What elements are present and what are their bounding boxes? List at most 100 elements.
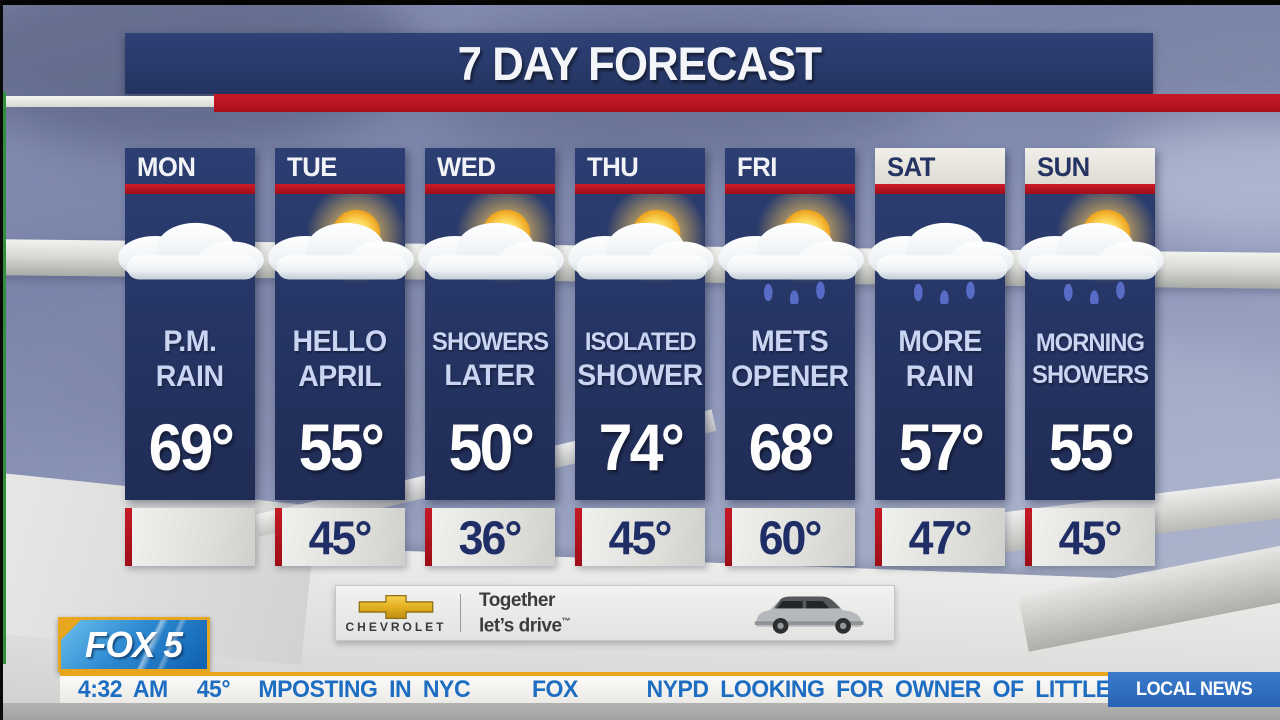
forecast-day-column: TUE HELLO APRIL 55° 45°: [268, 148, 414, 566]
condition-text: SHOWERS LATER: [425, 304, 555, 414]
day-header-red-bar: [275, 184, 405, 194]
weather-icon: [418, 194, 564, 304]
weather-icon: [118, 194, 264, 304]
condition-line: MORE: [898, 325, 982, 358]
day-name-label: SUN: [1037, 152, 1090, 182]
day-header: THU: [575, 148, 705, 184]
high-temperature: 50°: [448, 410, 534, 484]
low-temperature: 60°: [759, 510, 823, 564]
day-name-label: TUE: [287, 152, 337, 182]
low-temperature: 45°: [609, 510, 673, 564]
condition-text: ISOLATED SHOWER: [575, 304, 705, 414]
frame-edge-left: [0, 0, 3, 720]
forecast-columns: MON P.M. RAIN 69° TUE HELLO APRIL 55°: [118, 148, 1164, 566]
ticker-time: 4:32 AM: [77, 675, 168, 703]
low-temperature: 45°: [1059, 510, 1123, 564]
weather-icon: [568, 194, 714, 304]
banner-divider: [460, 594, 461, 632]
forecast-day-column: WED SHOWERS LATER 50° 36°: [418, 148, 564, 566]
condition-text: P.M. RAIN: [125, 304, 255, 414]
accent-stripe-white: [0, 96, 214, 107]
chevrolet-bowtie-icon: [358, 594, 434, 620]
day-header: SUN: [1025, 148, 1155, 184]
condition-text: HELLO APRIL: [275, 304, 405, 414]
day-header-red-bar: [875, 184, 1005, 194]
high-temperature: 57°: [898, 410, 984, 484]
condition-line: RAIN: [156, 360, 224, 393]
forecast-day-column: SAT MORE RAIN 57° 47°: [868, 148, 1014, 566]
condition-text: METS OPENER: [725, 304, 855, 414]
forecast-day-column: FRI METS OPENER 68° 60°: [718, 148, 864, 566]
condition-line: MORNING: [1035, 329, 1145, 357]
high-temperature: 55°: [1048, 410, 1134, 484]
day-name-label: FRI: [737, 152, 777, 182]
day-panel: FRI METS OPENER 68°: [718, 148, 864, 500]
low-temperature-box: 36°: [425, 508, 555, 566]
low-temperature-box: 45°: [275, 508, 405, 566]
frame-edge-green: [3, 92, 6, 664]
chevrolet-logo: CHEVROLET: [336, 592, 456, 634]
condition-line: HELLO: [292, 325, 388, 358]
day-header: WED: [425, 148, 555, 184]
weather-icon: [868, 194, 1014, 304]
ticker-temperature: 45°: [196, 675, 230, 703]
day-name-label: THU: [587, 152, 639, 182]
weather-icon: [1018, 194, 1164, 304]
low-temperature-box: [125, 508, 255, 566]
day-header: TUE: [275, 148, 405, 184]
fox-network-logo: FOX: [531, 675, 578, 703]
day-header: FRI: [725, 148, 855, 184]
high-temperature: 74°: [598, 410, 684, 484]
accent-stripe-red: [214, 94, 1280, 112]
forecast-day-column: MON P.M. RAIN 69°: [118, 148, 264, 566]
local-news-badge: LOCAL NEWS: [1108, 672, 1280, 707]
condition-line: OPENER: [731, 360, 849, 393]
day-header-red-bar: [1025, 184, 1155, 194]
low-temperature-box: 47°: [875, 508, 1005, 566]
day-panel: TUE HELLO APRIL 55°: [268, 148, 414, 500]
day-header-red-bar: [725, 184, 855, 194]
day-name-label: WED: [437, 152, 496, 182]
fox5-station-logo: FOX 5: [58, 617, 210, 672]
day-header: SAT: [875, 148, 1005, 184]
condition-text: MORE RAIN: [875, 304, 1005, 414]
day-panel: MON P.M. RAIN 69°: [118, 148, 264, 500]
day-name-label: MON: [137, 152, 196, 182]
forecast-title-bar: 7 DAY FORECAST: [125, 33, 1153, 94]
condition-text: MORNING SHOWERS: [1025, 304, 1155, 414]
condition-line: SHOWER: [577, 358, 703, 392]
high-temperature: 55°: [298, 410, 384, 484]
weather-icon: [268, 194, 414, 304]
day-header-red-bar: [575, 184, 705, 194]
condition-line: P.M.: [163, 325, 217, 358]
sponsor-tagline: Together let’s drive™: [479, 589, 571, 637]
forecast-day-column: THU ISOLATED SHOWER 74° 45°: [568, 148, 714, 566]
low-temperature: 47°: [909, 510, 973, 564]
low-temperature-box: 45°: [575, 508, 705, 566]
day-panel: SAT MORE RAIN 57°: [868, 148, 1014, 500]
condition-line: ISOLATED: [584, 327, 697, 356]
high-temperature: 69°: [148, 410, 234, 484]
sponsor-banner: CHEVROLET Together let’s drive™: [335, 585, 895, 641]
high-temperature: 68°: [748, 410, 834, 484]
weather-icon: [718, 194, 864, 304]
news-ticker: 4:32 AM 45° MPOSTING IN NYC FOX NYPD LOO…: [60, 672, 1280, 707]
chevrolet-wordmark: CHEVROLET: [345, 620, 447, 634]
day-header: MON: [125, 148, 255, 184]
condition-line: RAIN: [906, 360, 974, 393]
ticker-headline-partial: MPOSTING IN NYC: [258, 675, 471, 703]
suv-image: [740, 590, 880, 636]
page-title: 7 DAY FORECAST: [457, 37, 821, 90]
bottom-gray-strip: [0, 703, 1280, 720]
day-header-red-bar: [125, 184, 255, 194]
low-temperature-box: 60°: [725, 508, 855, 566]
forecast-day-column: SUN MORNING SHOWERS 55° 45°: [1018, 148, 1164, 566]
day-panel: THU ISOLATED SHOWER 74°: [568, 148, 714, 500]
condition-line: SHOWERS: [1031, 361, 1149, 389]
low-temperature-box: 45°: [1025, 508, 1155, 566]
day-panel: SUN MORNING SHOWERS 55°: [1018, 148, 1164, 500]
day-panel: WED SHOWERS LATER 50°: [418, 148, 564, 500]
low-temperature: 36°: [459, 510, 523, 564]
condition-line: APRIL: [298, 360, 382, 393]
